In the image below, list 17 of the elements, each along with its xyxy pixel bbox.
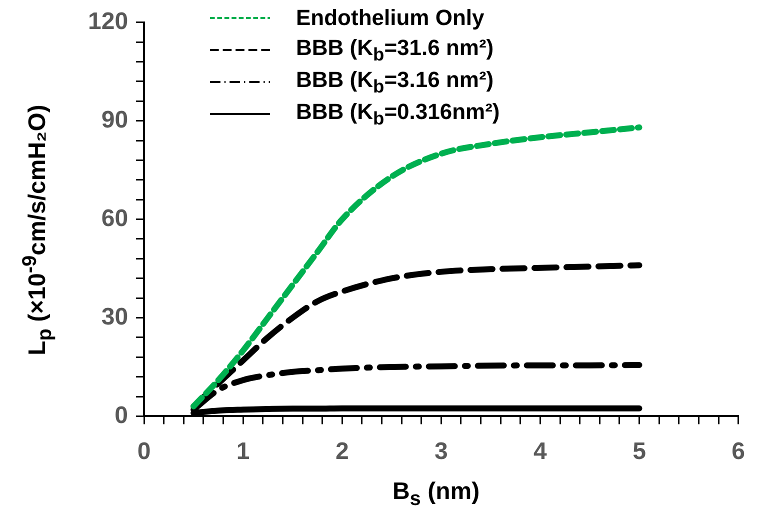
x-tick-label: 3 <box>434 438 448 466</box>
legend-label: BBB (K$_{b}$=31.6 nm²) <box>296 34 494 66</box>
y-tick-label: 120 <box>88 8 128 36</box>
y-tick-label: 0 <box>114 402 128 429</box>
x-axis-title: B$_{s}$ (nm) <box>391 478 481 511</box>
y-tick-label: 30 <box>101 303 128 330</box>
legend-label: BBB (K$_{b}$=0.316nm²) <box>296 98 500 130</box>
x-tick-label: 2 <box>335 438 349 466</box>
y-tick-label: 60 <box>101 204 128 232</box>
x-tick-label: 5 <box>632 438 646 466</box>
x-tick-label: 6 <box>732 438 746 466</box>
legend-label: BBB (K$_{b}$=3.16 nm²) <box>296 66 494 98</box>
y-tick-label: 90 <box>101 106 128 134</box>
x-tick-label: 0 <box>137 438 151 466</box>
x-tick-label: 1 <box>236 438 250 466</box>
x-tick-label: 4 <box>534 438 548 466</box>
legend-label: Endothelium Only <box>296 5 484 31</box>
